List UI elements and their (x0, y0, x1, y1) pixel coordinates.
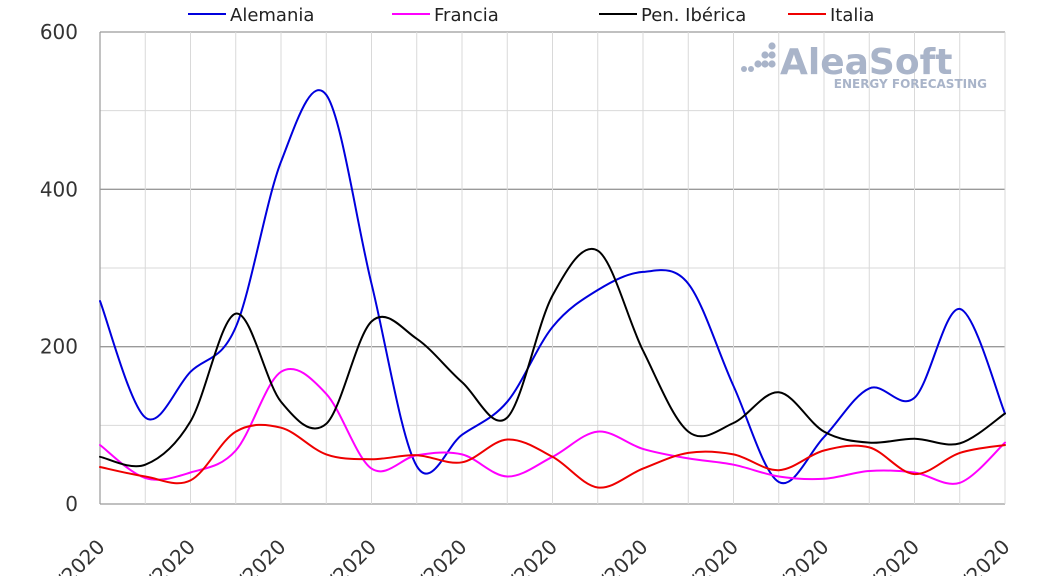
legend-label-francia: Francia (434, 5, 499, 26)
y-tick-label: 600 (40, 20, 78, 44)
series-line-francia (99, 368, 1006, 485)
grid (99, 31, 1006, 505)
x-tick-label: /2020 (866, 535, 924, 576)
x-tick-label: /2020 (142, 535, 200, 576)
y-axis-ticks: 0 200 400 600 (40, 20, 78, 516)
x-tick-label: /2020 (776, 535, 834, 576)
x-axis-ticks: /2020/2020/2020/2020/2020/2020/2020/2020… (52, 535, 1015, 576)
logo-name: AleaSoft (780, 42, 952, 83)
logo-tagline: ENERGY FORECASTING (834, 77, 987, 91)
series-line-italia (99, 423, 1006, 489)
x-tick-label: /2020 (685, 535, 743, 576)
x-tick-label: /2020 (233, 535, 291, 576)
series-lines (99, 89, 1006, 489)
logo-dots-icon (741, 42, 776, 72)
series-line-pen-ib-rica (99, 247, 1006, 468)
series-line-alemania (99, 89, 1006, 485)
x-tick-label: /2020 (323, 535, 381, 576)
legend-label-italia: Italia (830, 5, 874, 26)
x-tick-label: /2020 (52, 535, 110, 576)
legend-label-pen-ib-rica: Pen. Ibérica (641, 5, 746, 26)
x-tick-label: /2020 (414, 535, 472, 576)
y-tick-label: 0 (65, 492, 78, 516)
y-tick-label: 400 (40, 177, 78, 201)
y-tick-label: 200 (40, 335, 78, 359)
x-tick-label: /2020 (957, 535, 1015, 576)
aleasoft-logo: AleaSoft ENERGY FORECASTING (741, 42, 987, 91)
legend-label-alemania: Alemania (230, 5, 314, 26)
legend: Alemania Francia Pen. Ibérica Italia (188, 5, 874, 26)
x-tick-label: /2020 (595, 535, 653, 576)
x-tick-label: /2020 (504, 535, 562, 576)
